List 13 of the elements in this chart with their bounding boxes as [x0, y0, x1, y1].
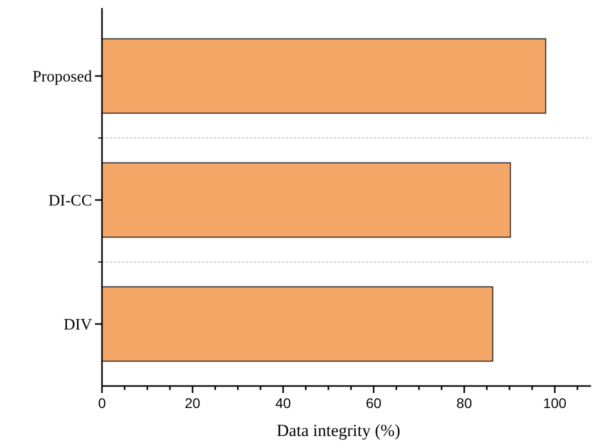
x-tick-label: 100 — [543, 395, 567, 411]
x-tick-label: 40 — [275, 395, 292, 411]
x-tick-label: 20 — [184, 395, 201, 411]
x-tick-label: 60 — [366, 395, 382, 411]
bar — [102, 286, 494, 362]
y-tick-label: DIV — [64, 316, 92, 334]
x-axis-title: Data integrity (%) — [276, 421, 400, 440]
x-tick-label: 0 — [98, 395, 106, 411]
bar — [102, 162, 511, 238]
x-tick-label: 80 — [456, 395, 472, 411]
bar — [102, 38, 546, 114]
y-tick-label: Proposed — [32, 68, 92, 86]
y-tick-label: DI-CC — [48, 192, 92, 210]
